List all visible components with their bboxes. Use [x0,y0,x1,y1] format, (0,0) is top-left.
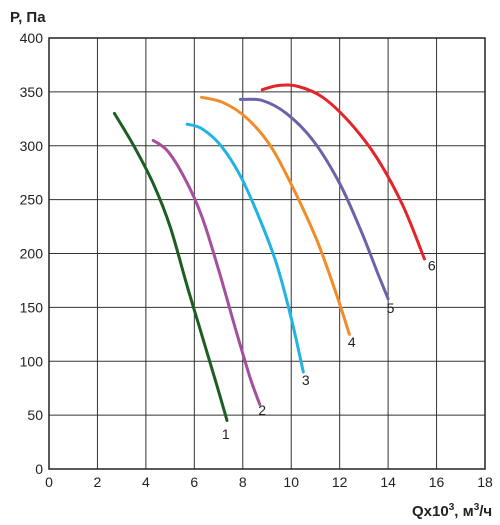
curves [112,83,426,422]
curve-labels: 1 2 3 4 5 6 [222,258,436,442]
x-tick-label: 0 [45,474,53,490]
x-tick-label: 16 [429,474,445,490]
x-tick-label: 6 [190,474,198,490]
y-tick-label: 200 [20,246,44,262]
curve-label-2: 2 [258,402,266,418]
curve-3 [185,122,305,374]
y-tick-label: 0 [35,461,43,477]
curve-label-1: 1 [222,426,230,442]
curve-label-3: 3 [302,372,310,388]
y-tick-label: 50 [27,407,43,423]
x-axis-label: Qx103, м3/ч [412,502,492,520]
plot-frame [48,37,486,470]
curve-5 [238,97,390,301]
y-tick-label: 300 [20,138,44,154]
y-tick-label: 400 [20,30,44,46]
curve-label-4: 4 [348,334,356,350]
x-tick-label: 8 [239,474,247,490]
curve-6 [260,83,426,261]
y-tick-label: 100 [20,353,44,369]
y-tick-label: 150 [20,299,44,315]
curve-label-6: 6 [428,258,436,274]
curve-4 [200,95,351,336]
y-tick-label: 250 [20,192,44,208]
curve-label-5: 5 [387,300,395,316]
x-tick-label: 18 [477,474,493,490]
grid [48,37,486,470]
x-tick-label: 12 [332,474,348,490]
x-tick-label: 2 [94,474,102,490]
x-tick-label: 4 [142,474,150,490]
x-tick-label: 14 [380,474,396,490]
curve-1 [112,111,229,422]
curve-2 [151,138,262,406]
y-axis-label: P, Па [10,9,46,26]
x-tick-label: 10 [283,474,299,490]
y-tick-label: 350 [20,84,44,100]
